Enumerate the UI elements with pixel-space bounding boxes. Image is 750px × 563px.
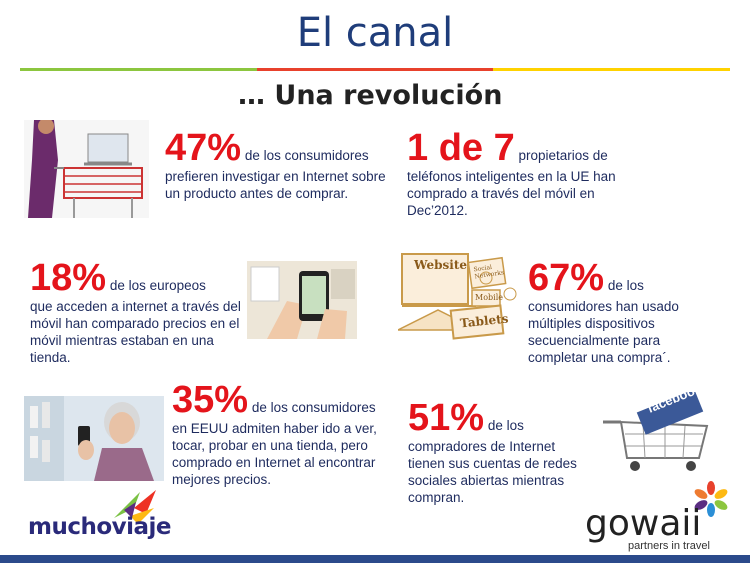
- stat-1-de-7: 1 de 7 propietarios de teléfonos intelig…: [407, 127, 616, 218]
- stat-67: 67% de los consumidores han usado múltip…: [528, 257, 679, 365]
- muchoviaje-logo-mark: [110, 488, 160, 526]
- stat-35: 35% de los consumidores en EEUU admiten …: [172, 379, 377, 487]
- gowaii-tagline: partners in travel: [628, 540, 710, 552]
- stat-51: 51% de los compradores de Internet tiene…: [408, 397, 577, 505]
- footer-bar: [0, 555, 750, 563]
- shopping-cart-photo: [24, 120, 149, 218]
- stat-18: 18% de los europeos que acceden a intern…: [30, 257, 241, 365]
- divider-green: [20, 68, 257, 71]
- stat-47: 47% de los consumidores prefieren invest…: [165, 127, 386, 201]
- phone-in-store-photo: [247, 261, 357, 339]
- illustration-label-website: Website: [414, 258, 468, 272]
- divider-red: [256, 68, 494, 71]
- illustration-label-mobile: Mobile: [475, 293, 503, 302]
- muchoviaje-logo-text: muchoviaje: [28, 514, 172, 540]
- facebook-cart-illustration: facebook: [603, 392, 711, 474]
- title-divider: [20, 68, 731, 71]
- gowaii-logo-text: gowaii: [585, 503, 702, 544]
- slide-title: El canal: [296, 10, 454, 56]
- woman-with-phone-photo: [24, 396, 164, 481]
- gowaii-logo-mark: [690, 480, 732, 518]
- slide-subtitle: … Una revolución: [238, 80, 503, 111]
- multi-device-illustration: Website Social Networks Mobile Tablets: [398, 250, 522, 342]
- divider-yellow: [493, 68, 731, 71]
